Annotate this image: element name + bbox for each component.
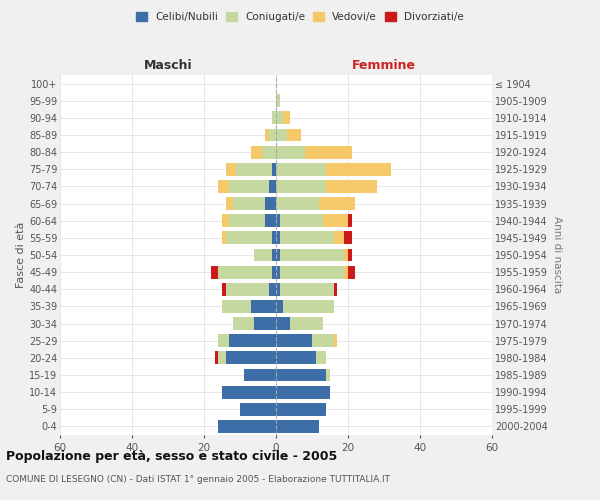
Bar: [323, 214, 348, 227]
Bar: [251, 146, 262, 158]
Y-axis label: Anni di nascita: Anni di nascita: [551, 216, 562, 294]
Bar: [269, 180, 276, 193]
Bar: [240, 403, 276, 415]
Bar: [276, 266, 280, 278]
Bar: [222, 232, 226, 244]
Bar: [316, 352, 326, 364]
Bar: [276, 214, 280, 227]
Bar: [254, 248, 272, 262]
Bar: [348, 248, 352, 262]
Bar: [276, 232, 280, 244]
Text: Femmine: Femmine: [352, 58, 416, 71]
Bar: [348, 214, 352, 227]
Bar: [276, 180, 326, 193]
Bar: [222, 283, 226, 296]
Bar: [319, 197, 355, 210]
Bar: [276, 163, 326, 175]
Bar: [215, 352, 218, 364]
Bar: [290, 317, 323, 330]
Bar: [222, 386, 276, 398]
Bar: [272, 248, 276, 262]
Bar: [229, 180, 269, 193]
Bar: [226, 163, 236, 175]
Bar: [276, 317, 290, 330]
Bar: [283, 112, 290, 124]
Bar: [269, 128, 276, 141]
Bar: [276, 352, 316, 364]
Bar: [326, 368, 330, 382]
Bar: [283, 300, 334, 313]
Bar: [276, 128, 287, 141]
Bar: [236, 163, 272, 175]
Bar: [262, 146, 276, 158]
Bar: [272, 232, 276, 244]
Bar: [218, 266, 272, 278]
Bar: [222, 214, 229, 227]
Y-axis label: Fasce di età: Fasce di età: [16, 222, 26, 288]
Bar: [334, 283, 337, 296]
Bar: [280, 283, 334, 296]
Bar: [276, 334, 312, 347]
Bar: [218, 334, 229, 347]
Bar: [226, 283, 269, 296]
Legend: Celibi/Nubili, Coniugati/e, Vedovi/e, Divorziati/e: Celibi/Nubili, Coniugati/e, Vedovi/e, Di…: [134, 10, 466, 24]
Bar: [280, 214, 323, 227]
Bar: [218, 352, 226, 364]
Bar: [334, 334, 337, 347]
Bar: [218, 180, 229, 193]
Bar: [244, 368, 276, 382]
Bar: [326, 163, 391, 175]
Bar: [276, 197, 319, 210]
Bar: [326, 180, 377, 193]
Bar: [233, 197, 265, 210]
Bar: [280, 266, 344, 278]
Bar: [272, 163, 276, 175]
Bar: [218, 420, 276, 433]
Bar: [272, 112, 276, 124]
Bar: [280, 232, 334, 244]
Bar: [276, 248, 280, 262]
Bar: [287, 128, 301, 141]
Bar: [226, 197, 233, 210]
Bar: [226, 232, 272, 244]
Bar: [280, 248, 344, 262]
Text: Popolazione per età, sesso e stato civile - 2005: Popolazione per età, sesso e stato civil…: [6, 450, 337, 463]
Bar: [276, 300, 283, 313]
Bar: [344, 232, 352, 244]
Bar: [222, 300, 251, 313]
Bar: [265, 197, 276, 210]
Bar: [276, 403, 326, 415]
Bar: [305, 146, 352, 158]
Bar: [276, 386, 330, 398]
Bar: [272, 266, 276, 278]
Bar: [251, 300, 276, 313]
Bar: [348, 266, 355, 278]
Bar: [229, 334, 276, 347]
Bar: [265, 214, 276, 227]
Bar: [344, 248, 348, 262]
Bar: [344, 266, 348, 278]
Bar: [276, 368, 326, 382]
Bar: [276, 112, 283, 124]
Bar: [229, 214, 265, 227]
Bar: [276, 94, 280, 107]
Bar: [276, 420, 319, 433]
Bar: [276, 146, 305, 158]
Bar: [276, 283, 280, 296]
Bar: [334, 232, 344, 244]
Text: Maschi: Maschi: [143, 58, 193, 71]
Bar: [312, 334, 334, 347]
Bar: [226, 352, 276, 364]
Bar: [265, 128, 269, 141]
Bar: [233, 317, 254, 330]
Bar: [269, 283, 276, 296]
Text: COMUNE DI LESEGNO (CN) - Dati ISTAT 1° gennaio 2005 - Elaborazione TUTTITALIA.IT: COMUNE DI LESEGNO (CN) - Dati ISTAT 1° g…: [6, 475, 390, 484]
Bar: [254, 317, 276, 330]
Bar: [211, 266, 218, 278]
